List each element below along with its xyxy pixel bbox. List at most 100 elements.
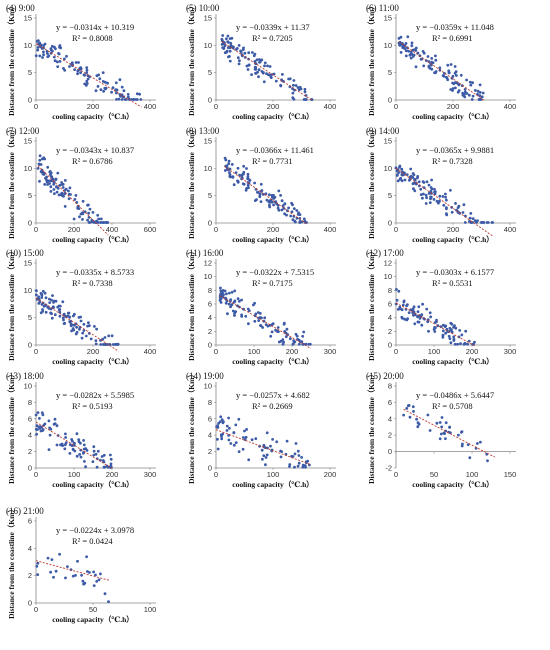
data-point xyxy=(223,156,227,160)
data-point xyxy=(478,94,482,98)
data-point xyxy=(62,322,66,325)
x-tick-label: 100 xyxy=(428,347,441,356)
y-tick-label: 0 xyxy=(388,219,392,228)
data-point xyxy=(220,437,224,441)
data-point xyxy=(118,78,122,82)
data-point xyxy=(34,413,38,417)
x-tick-label: 150 xyxy=(504,470,517,479)
data-point xyxy=(479,221,483,224)
data-point xyxy=(77,61,80,64)
data-point xyxy=(402,413,405,417)
data-point xyxy=(96,85,100,88)
data-point xyxy=(39,43,43,47)
y-axis-label: Distance from the coastline（Km） xyxy=(6,247,16,361)
data-point xyxy=(427,329,430,333)
data-point xyxy=(104,87,107,91)
panel-title: (6) 11:00 xyxy=(366,3,399,13)
data-point xyxy=(474,446,478,450)
y-tick-label: 10 xyxy=(204,164,212,173)
data-point xyxy=(65,54,68,58)
data-point xyxy=(230,303,234,307)
data-point xyxy=(263,316,267,320)
data-point xyxy=(465,78,468,82)
data-point xyxy=(439,432,443,436)
data-point xyxy=(272,197,276,200)
x-tick-label: 0 xyxy=(394,470,398,479)
data-point xyxy=(45,50,49,53)
data-point xyxy=(287,206,290,210)
data-point xyxy=(48,301,52,304)
data-point xyxy=(449,341,453,345)
chart-panel-4: (7) 12:00 0 5 10 15 0 200 400 600 cooling capacit… xyxy=(6,125,156,244)
data-point xyxy=(73,441,76,445)
y-tick-label: 0 xyxy=(208,341,212,350)
data-point xyxy=(222,46,226,50)
data-point xyxy=(468,456,472,460)
trend-equation: y = −0.0365x + 9.9881 xyxy=(416,145,494,155)
y-tick-label: 0 xyxy=(28,96,32,105)
data-point xyxy=(64,576,67,580)
data-point xyxy=(429,315,433,319)
data-point xyxy=(440,425,444,429)
y-tick-label: 4 xyxy=(388,313,392,322)
data-point xyxy=(225,292,228,296)
data-point xyxy=(75,325,78,329)
data-point xyxy=(72,217,76,221)
data-point xyxy=(38,158,42,162)
data-point xyxy=(304,98,308,101)
x-tick-label: 0 xyxy=(214,225,218,234)
data-point xyxy=(50,298,53,302)
trend-equation: y = −0.0303x + 6.1577 xyxy=(416,267,494,277)
data-point xyxy=(398,165,401,169)
y-tick-label: 10 xyxy=(204,382,212,391)
data-point xyxy=(122,89,126,93)
data-point xyxy=(296,449,300,453)
data-point xyxy=(418,317,422,320)
data-point xyxy=(63,447,67,451)
data-point xyxy=(289,214,293,218)
data-point xyxy=(411,405,415,409)
data-point xyxy=(251,51,254,54)
data-point xyxy=(257,75,260,79)
data-point xyxy=(463,221,467,224)
data-point xyxy=(276,204,280,207)
data-point xyxy=(126,95,130,99)
data-point xyxy=(41,413,45,417)
data-point xyxy=(41,308,44,311)
y-tick-label: 5 xyxy=(208,68,212,77)
data-point xyxy=(254,437,258,440)
x-tick-label: 50 xyxy=(89,605,97,614)
data-point xyxy=(275,440,279,444)
data-point xyxy=(232,183,236,187)
data-point xyxy=(400,179,404,183)
x-tick-label: 0 xyxy=(34,102,38,111)
data-point xyxy=(412,410,415,413)
data-point xyxy=(476,442,479,445)
data-point xyxy=(82,443,86,447)
data-point xyxy=(81,218,84,221)
data-point xyxy=(64,187,68,191)
y-tick-label: 10 xyxy=(24,382,32,391)
data-point xyxy=(50,179,54,183)
data-point xyxy=(55,190,59,194)
data-point xyxy=(260,189,263,193)
data-point xyxy=(224,296,228,300)
data-point xyxy=(243,429,246,433)
x-tick-label: 0 xyxy=(34,605,38,614)
data-point xyxy=(432,328,436,331)
y-tick-label: 10 xyxy=(384,41,392,50)
data-point xyxy=(276,326,280,329)
panel-title: (9) 14:00 xyxy=(366,126,400,136)
data-point xyxy=(454,86,457,90)
data-point xyxy=(43,171,46,175)
x-axis-label: cooling capacity（℃.h） xyxy=(412,234,494,244)
y-tick-label: 0 xyxy=(388,341,392,350)
x-tick-label: 0 xyxy=(214,470,218,479)
y-tick-label: 8 xyxy=(28,398,32,407)
data-point xyxy=(434,58,438,62)
data-point xyxy=(76,559,79,563)
data-point xyxy=(61,182,65,186)
data-point xyxy=(468,80,472,84)
data-point xyxy=(269,444,272,448)
data-point xyxy=(58,314,62,318)
